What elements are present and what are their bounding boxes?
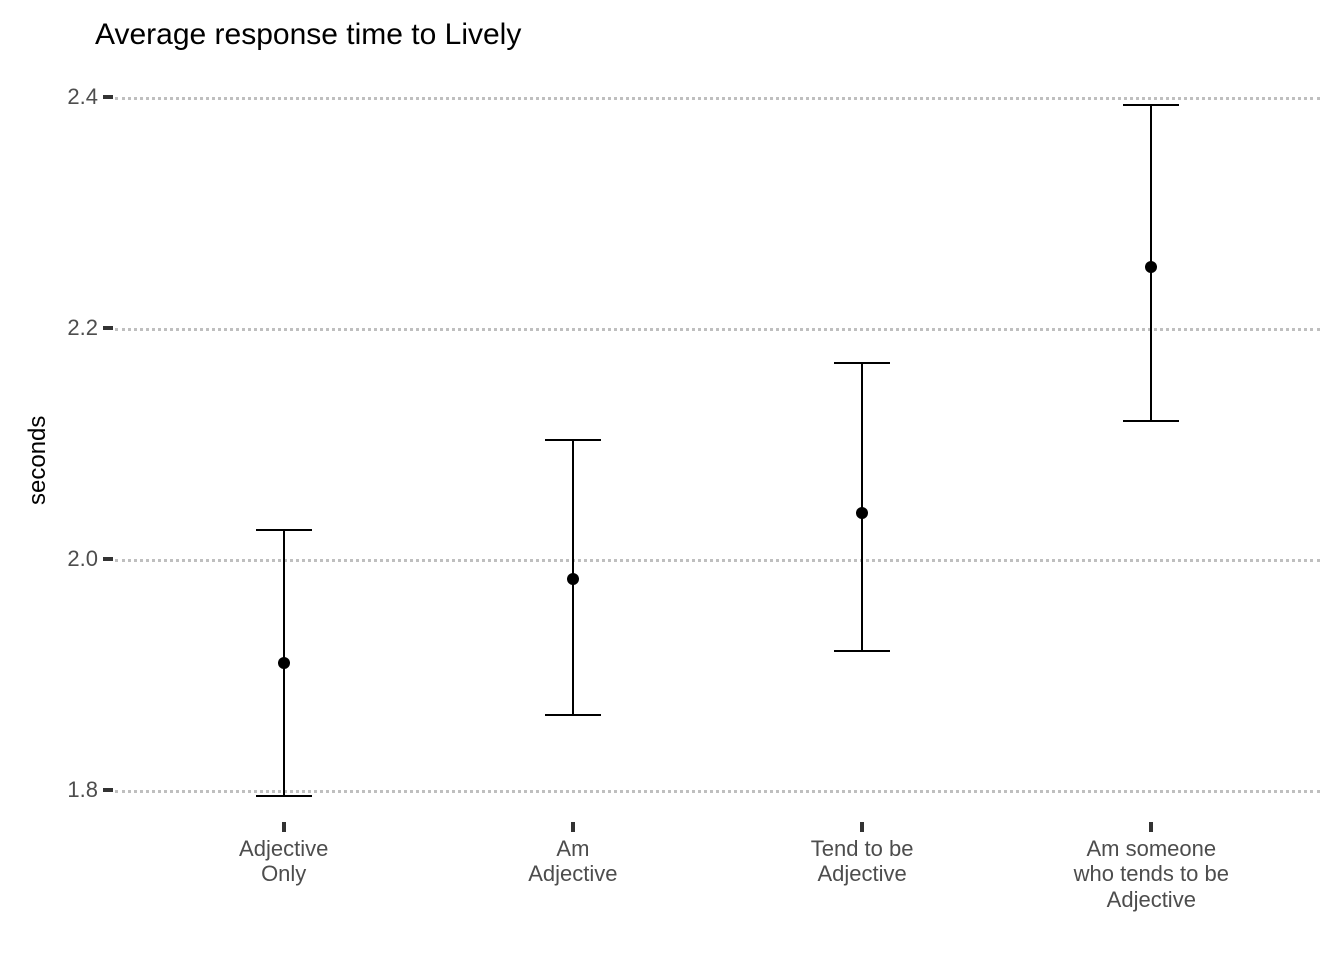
- xtick-label: AmAdjective: [443, 836, 703, 887]
- xtick-mark: [1149, 822, 1153, 832]
- data-point: [856, 507, 868, 519]
- ytick-mark: [103, 788, 113, 792]
- errorbar-cap: [256, 529, 312, 531]
- gridline: [115, 559, 1320, 562]
- ytick-mark: [103, 326, 113, 330]
- errorbar-cap: [256, 795, 312, 797]
- data-point: [1145, 261, 1157, 273]
- errorbar-cap: [834, 650, 890, 652]
- gridline: [115, 790, 1320, 793]
- xtick-mark: [860, 822, 864, 832]
- ytick-mark: [103, 95, 113, 99]
- errorbar-cap: [545, 439, 601, 441]
- chart-title: Average response time to Lively: [95, 18, 521, 52]
- gridline: [115, 328, 1320, 331]
- errorbar-cap: [545, 714, 601, 716]
- ytick-label: 1.8: [43, 777, 98, 803]
- ytick-label: 2.2: [43, 315, 98, 341]
- ytick-mark: [103, 557, 113, 561]
- errorbar-chart: Average response time to Lively seconds …: [0, 0, 1344, 960]
- xtick-label: AdjectiveOnly: [154, 836, 414, 887]
- data-point: [278, 657, 290, 669]
- xtick-label: Am someonewho tends to beAdjective: [1021, 836, 1281, 912]
- y-axis-label: seconds: [24, 416, 52, 505]
- errorbar-cap: [834, 362, 890, 364]
- data-point: [567, 573, 579, 585]
- gridline: [115, 97, 1320, 100]
- errorbar-cap: [1123, 104, 1179, 106]
- xtick-mark: [282, 822, 286, 832]
- xtick-mark: [571, 822, 575, 832]
- ytick-label: 2.0: [43, 546, 98, 572]
- ytick-label: 2.4: [43, 84, 98, 110]
- errorbar-cap: [1123, 420, 1179, 422]
- xtick-label: Tend to beAdjective: [732, 836, 992, 887]
